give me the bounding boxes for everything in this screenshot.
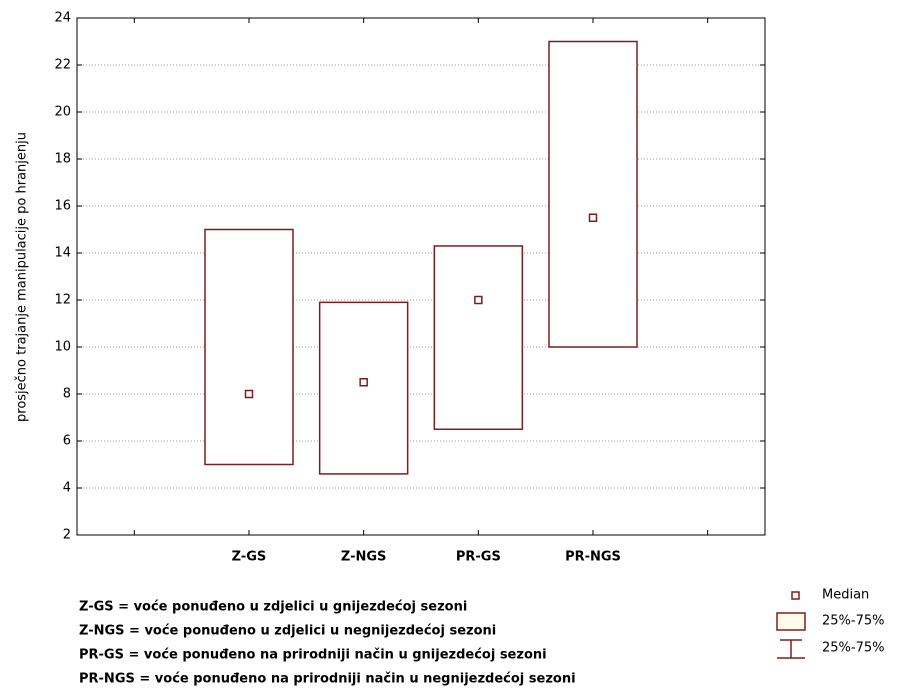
y-tick-label: 18 bbox=[54, 152, 71, 167]
y-axis-label: prosječno trajanje manipulacije po hranj… bbox=[15, 132, 30, 422]
y-tick-label: 4 bbox=[63, 481, 71, 496]
y-tick-label: 14 bbox=[54, 246, 71, 261]
box bbox=[433, 245, 524, 430]
median bbox=[244, 389, 254, 399]
x-tick-label: PR-GS bbox=[456, 550, 501, 565]
legend-label: 25%-75% bbox=[822, 614, 884, 629]
y-tick-label: 24 bbox=[54, 11, 71, 26]
legend-median bbox=[791, 591, 800, 600]
x-tick-label: Z-GS bbox=[232, 550, 267, 565]
box bbox=[204, 228, 294, 466]
box bbox=[548, 40, 638, 348]
x-tick-label: Z-NGS bbox=[341, 550, 387, 565]
note: PR-GS = voće ponuđeno na prirodniji nači… bbox=[79, 648, 547, 663]
note: Z-GS = voće ponuđeno u zdjelici u gnijez… bbox=[79, 600, 467, 615]
box bbox=[318, 301, 409, 475]
x-tick-label: PR-NGS bbox=[565, 550, 621, 565]
y-tick-label: 6 bbox=[63, 434, 71, 449]
y-tick-label: 10 bbox=[54, 340, 71, 355]
median bbox=[474, 295, 483, 305]
y-tick-label: 8 bbox=[63, 387, 71, 402]
legend-label: 25%-75% bbox=[822, 641, 884, 656]
y-tick-label: 16 bbox=[54, 199, 71, 214]
plot-frame bbox=[76, 17, 766, 536]
legend-box bbox=[776, 612, 806, 631]
median bbox=[359, 378, 368, 387]
y-tick-label: 12 bbox=[54, 293, 71, 308]
y-tick-label: 20 bbox=[54, 105, 71, 120]
median bbox=[588, 213, 598, 222]
note: PR-NGS = voće ponuđeno na prirodniji nač… bbox=[79, 672, 576, 687]
legend-label: Median bbox=[822, 588, 869, 603]
note: Z-NGS = voće ponuđeno u zdjelici u negni… bbox=[79, 624, 496, 639]
y-tick-label: 22 bbox=[54, 58, 71, 73]
y-tick-label: 2 bbox=[63, 528, 71, 543]
